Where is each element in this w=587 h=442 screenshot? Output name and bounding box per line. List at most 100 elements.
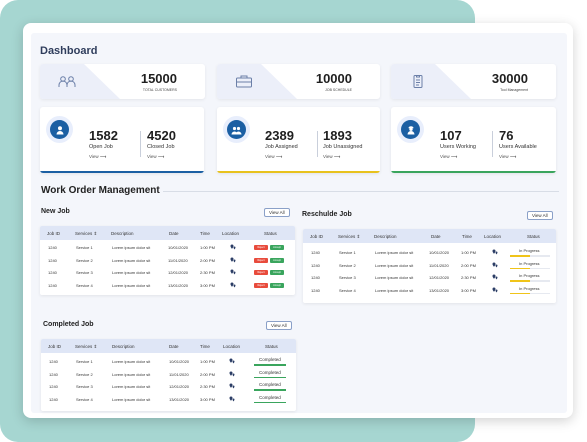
users-icon	[58, 76, 76, 87]
time-cell: 2:30 PM	[200, 384, 215, 389]
location-pin-icon[interactable]	[230, 269, 237, 276]
metric-card-jobs: 1582 Open Job View ⟶ 4520 Closed Job Vie…	[40, 107, 204, 173]
job-id-cell: 1240	[311, 275, 320, 280]
location-pin-icon[interactable]	[492, 274, 499, 281]
accept-button[interactable]: Accept	[270, 282, 284, 288]
accept-button[interactable]: Accept	[270, 270, 284, 275]
view-link[interactable]: View ⟶	[499, 154, 517, 159]
stat-card-tools: 30000 Tool Management	[391, 64, 556, 99]
reject-button[interactable]: Reject	[254, 257, 268, 263]
description-cell: Lorem ipsum dolor sit	[375, 287, 414, 293]
progress-fill	[510, 267, 530, 269]
stat-label: TOTAL CUSTOMERS	[142, 88, 177, 92]
service-cell: Service 1	[339, 250, 356, 255]
column-header: Job ID	[48, 344, 62, 349]
accept-button[interactable]: Accept	[270, 257, 284, 263]
service-cell: Service 4	[339, 287, 356, 293]
reject-button[interactable]: Reject	[254, 270, 268, 275]
time-cell: 2:00 PM	[200, 257, 215, 263]
column-header: Status	[265, 344, 278, 349]
service-cell: Service 3	[76, 270, 93, 275]
view-link[interactable]: View ⟶	[323, 154, 341, 159]
closed-job-metric: 4520 Closed Job View ⟶	[147, 128, 176, 159]
accept-button[interactable]: Accept	[270, 245, 284, 250]
column-header: Status	[264, 231, 277, 236]
person-icon	[46, 116, 73, 143]
column-header: Job ID	[310, 234, 324, 239]
status-text: Completed	[259, 369, 281, 375]
location-pin-icon[interactable]	[229, 396, 236, 403]
status-text: Completed	[259, 357, 281, 362]
location-pin-icon[interactable]	[492, 262, 499, 269]
location-pin-icon[interactable]	[492, 287, 499, 294]
column-header: Description	[374, 234, 397, 239]
location-pin-icon[interactable]	[230, 244, 237, 251]
column-header: Description	[112, 344, 135, 349]
status-text: Completed	[259, 394, 281, 400]
status-text: In Progress	[519, 248, 540, 253]
stat-label: JOB SCHEDULE	[325, 88, 352, 92]
view-all-button[interactable]: View All	[264, 208, 290, 217]
service-cell: Service 2	[76, 257, 93, 263]
description-cell: Lorem ipsum dolor sit	[375, 275, 414, 280]
time-cell: 2:30 PM	[200, 270, 215, 275]
view-link[interactable]: View ⟶	[147, 154, 165, 159]
group-icon	[223, 116, 250, 143]
service-cell: Service 4	[76, 396, 93, 402]
stat-value: 30000	[491, 71, 528, 86]
description-cell: Lorem ipsum dolor sit	[112, 245, 151, 250]
job-assigned-metric: 2389 Job Assigned View ⟶	[265, 128, 298, 159]
view-link[interactable]: View ⟶	[89, 154, 107, 159]
view-link[interactable]: View ⟶	[265, 154, 283, 159]
progress-fill	[510, 292, 530, 294]
time-cell: 2:00 PM	[461, 262, 476, 268]
location-pin-icon[interactable]	[492, 249, 499, 256]
location-pin-icon[interactable]	[230, 257, 237, 264]
reschedule-job-table: Job ID Services ⇕ Description Date Time …	[303, 229, 556, 303]
column-header: Services ⇕	[75, 231, 98, 236]
date-cell: 13/01/2020	[429, 287, 450, 293]
job-unassigned-metric: 1893 Job Unassigned View ⟶	[323, 128, 363, 159]
stat-card-customers: 15000 TOTAL CUSTOMERS	[40, 64, 205, 99]
date-cell: 11/01/2020	[168, 257, 188, 263]
view-link[interactable]: View ⟶	[440, 154, 458, 159]
location-pin-icon[interactable]	[229, 358, 236, 365]
date-cell: 12/01/2020	[429, 275, 450, 280]
description-cell: Lorem ipsum dolor sit	[112, 359, 151, 364]
view-all-button[interactable]: View All	[527, 211, 553, 220]
time-cell: 2:30 PM	[461, 275, 476, 280]
users-available-metric: 76 Users Available View ⟶	[499, 128, 537, 159]
progress-track	[510, 292, 550, 294]
stat-card-jobs: 10000 JOB SCHEDULE	[217, 64, 380, 99]
completed-underline	[254, 401, 286, 403]
location-pin-icon[interactable]	[229, 383, 236, 390]
location-pin-icon[interactable]	[229, 371, 236, 378]
new-job-table: Job ID Services ⇕ Description Date Time …	[40, 226, 295, 295]
column-header: Services ⇕	[75, 344, 98, 349]
completed-underline	[254, 389, 286, 391]
worker-icon	[397, 116, 424, 143]
service-cell: Service 2	[76, 371, 93, 377]
view-all-button[interactable]: View All	[266, 321, 292, 330]
location-pin-icon[interactable]	[230, 282, 237, 289]
description-cell: Lorem ipsum dolor sit	[375, 262, 414, 268]
date-cell: 10/01/2020	[168, 245, 189, 250]
status-text: In Progress	[519, 273, 540, 278]
time-cell: 1:00 PM	[200, 245, 215, 250]
time-cell: 3:00 PM	[200, 282, 215, 288]
reject-button[interactable]: Reject	[254, 245, 268, 250]
job-id-cell: 1240	[311, 287, 320, 293]
date-cell: 10/01/2020	[169, 359, 190, 364]
column-header: Time	[200, 231, 210, 236]
description-cell: Lorem ipsum dolor sit	[112, 282, 151, 288]
description-cell: Lorem ipsum dolor sit	[112, 270, 151, 275]
service-cell: Service 1	[76, 359, 93, 364]
reject-button[interactable]: Reject	[254, 282, 268, 288]
column-header: Status	[527, 234, 540, 239]
column-header: Time	[462, 234, 472, 239]
service-cell: Service 2	[339, 262, 356, 268]
job-id-cell: 1240	[49, 384, 58, 389]
description-cell: Lorem ipsum dolor sit	[112, 384, 151, 389]
job-id-cell: 1240	[48, 282, 57, 288]
clipboard-icon	[413, 75, 423, 88]
